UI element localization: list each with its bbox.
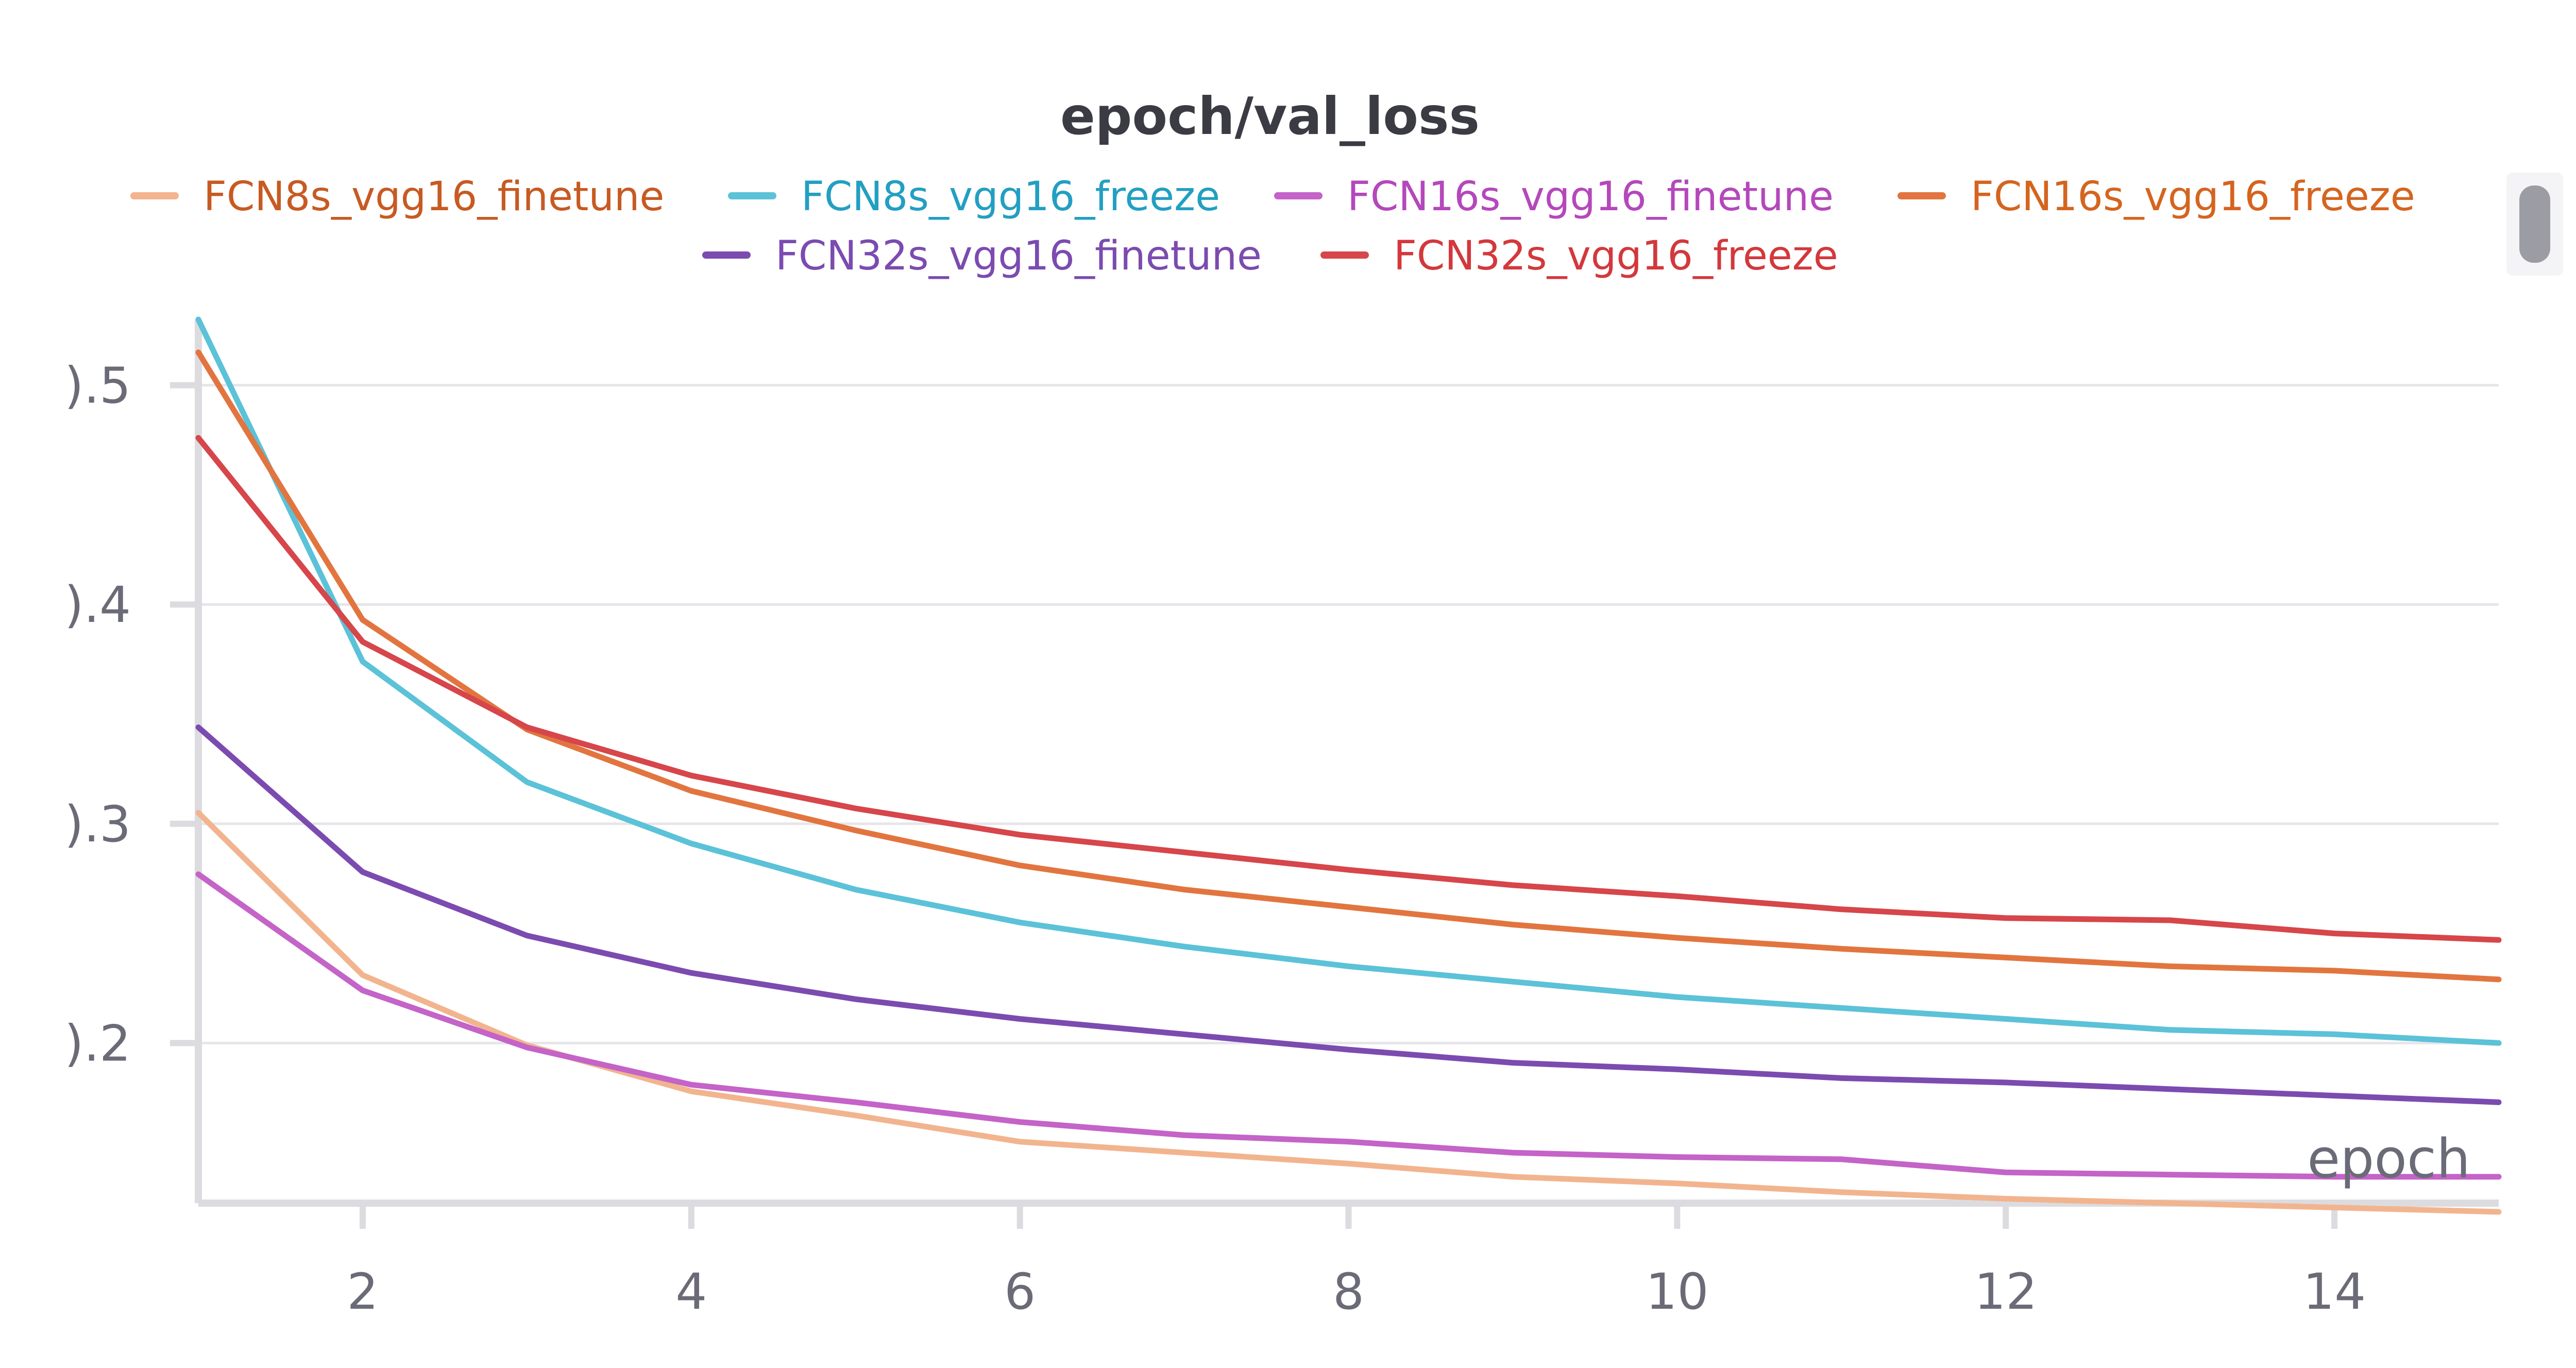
legend-label: FCN32s_vgg16_freeze — [1394, 233, 1838, 279]
legend-label: FCN16s_vgg16_finetune — [1347, 174, 1834, 220]
grid — [170, 382, 2499, 1046]
legend-scrollbar[interactable] — [2506, 173, 2563, 276]
legend[interactable]: FCN8s_vgg16_finetune FCN8s_vgg16_freeze FC… — [130, 174, 2415, 279]
legend-item-fcn32s-vgg16-finetune[interactable]: FCN32s_vgg16_finetune — [702, 233, 1262, 279]
series-line-fcn32s-vgg16-finetune — [195, 724, 2502, 1105]
legend-label: FCN8s_vgg16_finetune — [204, 174, 664, 220]
tick-labels: ).2 ).3 ).4 ).5 2 4 6 8 10 12 14 — [64, 357, 2366, 1321]
x-tick-label: 2 — [347, 1263, 378, 1321]
series-line-fcn32s-vgg16-freeze — [195, 435, 2502, 943]
y-tick-label: ).2 — [64, 1015, 131, 1072]
series-group — [195, 316, 2502, 1215]
legend-item-fcn16s-vgg16-freeze[interactable]: FCN16s_vgg16_freeze — [1897, 174, 2415, 220]
x-tick-label: 12 — [1974, 1263, 2037, 1321]
legend-item-fcn16s-vgg16-finetune[interactable]: FCN16s_vgg16_finetune — [1274, 174, 1834, 220]
y-tick-label: ).5 — [64, 357, 131, 415]
x-axis-label: epoch — [2307, 1127, 2470, 1190]
legend-item-fcn8s-vgg16-finetune[interactable]: FCN8s_vgg16_finetune — [130, 174, 664, 220]
legend-item-fcn32s-vgg16-freeze[interactable]: FCN32s_vgg16_freeze — [1320, 233, 1838, 279]
series-line-fcn8s-vgg16-freeze — [195, 316, 2502, 1046]
legend-item-fcn8s-vgg16-freeze[interactable]: FCN8s_vgg16_freeze — [728, 174, 1220, 220]
x-tick-label: 8 — [1333, 1263, 1364, 1321]
legend-label: FCN8s_vgg16_freeze — [801, 174, 1220, 220]
x-tick-label: 14 — [2303, 1263, 2366, 1321]
chart-title: epoch/val_loss — [1060, 86, 1480, 146]
legend-scrollbar-thumb[interactable] — [2519, 185, 2550, 263]
x-tick-label: 6 — [1004, 1263, 1036, 1321]
legend-label: FCN32s_vgg16_finetune — [775, 233, 1262, 279]
series-line-fcn16s-vgg16-freeze — [195, 349, 2502, 983]
y-tick-label: ).3 — [64, 796, 131, 853]
x-tick-label: 4 — [675, 1263, 707, 1321]
series-line-fcn16s-vgg16-finetune — [195, 871, 2502, 1180]
axes — [195, 319, 2499, 1229]
y-tick-label: ).4 — [64, 576, 131, 634]
x-tick-label: 10 — [1646, 1263, 1708, 1321]
legend-label: FCN16s_vgg16_freeze — [1971, 174, 2415, 220]
